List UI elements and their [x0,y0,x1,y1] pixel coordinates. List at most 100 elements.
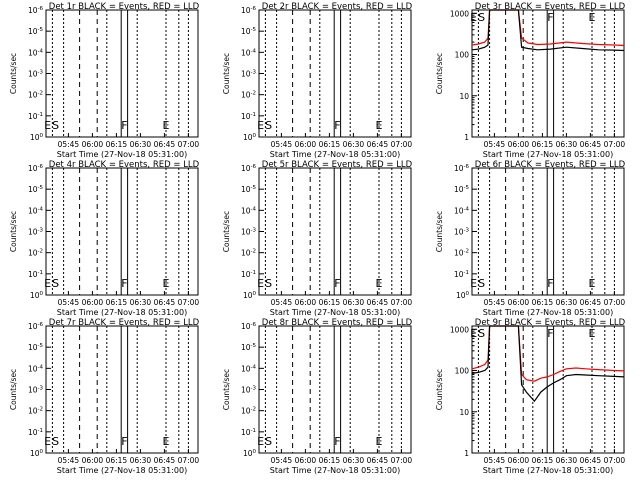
y-tick-label: 10-2 [28,249,43,258]
x-tick-label: 06:30 [130,456,152,465]
y-axis-label: Counts/sec [435,53,444,94]
x-tick-label: 06:15 [532,298,554,307]
x-tick-label: 06:30 [343,456,365,465]
x-tick-label: 05:45 [484,140,506,149]
y-tick-label: 10-3 [241,70,257,79]
event-marker-E: E [163,277,170,290]
x-tick-label: 06:00 [82,298,104,307]
y-tick-label: 10-4 [28,48,44,57]
events-series-line [471,9,625,52]
x-axis-label: Start Time (27-Nov-18 05:31:00) [483,466,613,475]
y-tick-label: 10-3 [28,70,44,79]
panel-title: Det 5r BLACK = Events, RED = LLD [262,160,413,170]
event-marker-F: F [547,277,553,290]
y-tick-label: 10-4 [241,48,257,57]
x-tick-label: 06:00 [508,298,530,307]
y-tick-label: 10-6 [241,322,257,331]
x-axis-label: Start Time (27-Nov-18 05:31:00) [270,466,400,475]
event-marker-S: S [478,277,485,290]
event-marker-S: S [478,11,485,24]
y-axis-label: Counts/sec [222,211,231,252]
y-tick-label: 10-5 [28,343,44,352]
x-tick-label: 06:45 [580,298,602,307]
y-axis-label: Counts/sec [9,53,18,94]
y-tick-label: 100 [243,291,257,300]
event-marker-E: E [376,277,383,290]
y-tick-label: 10-3 [241,228,257,237]
y-tick-label: 10-5 [28,185,44,194]
event-marker-F: F [547,11,553,24]
x-tick-label: 05:45 [271,140,293,149]
y-axis-label: Counts/sec [222,53,231,94]
y-tick-label: 100 [455,51,470,60]
y-tick-label: 10-2 [28,91,43,100]
x-tick-label: 06:30 [556,456,578,465]
plot-frame [45,9,199,138]
panel-title: Det 2r BLACK = Events, RED = LLD [262,2,413,12]
detector-panel-8: Det 8r BLACK = Events, RED = LLD 100 10-1 1… [222,318,413,475]
event-marker-E: E [257,119,264,132]
panel-title: Det 4r BLACK = Events, RED = LLD [49,160,200,170]
event-marker-E: E [257,277,264,290]
y-tick-label: 10-4 [28,364,44,373]
y-axis-label: Counts/sec [9,211,18,252]
event-marker-F: F [121,119,127,132]
x-tick-label: 06:30 [130,298,152,307]
event-marker-E: E [257,435,264,448]
x-tick-label: 06:30 [343,298,365,307]
y-tick-label: 10-1 [28,112,43,121]
event-marker-E: E [589,11,596,24]
x-tick-label: 06:45 [580,140,602,149]
y-axis-label: Counts/sec [9,369,18,410]
y-tick-label: 100 [30,291,44,300]
x-tick-label: 06:15 [106,298,128,307]
event-marker-E: E [163,435,170,448]
x-tick-label: 05:45 [484,298,506,307]
x-tick-label: 06:30 [343,140,365,149]
x-axis-label: Start Time (27-Nov-18 05:31:00) [57,150,187,159]
x-axis-label: Start Time (27-Nov-18 05:31:00) [57,308,187,317]
x-tick-label: 05:45 [58,456,80,465]
x-tick-label: 06:30 [556,140,578,149]
x-tick-label: 07:00 [391,140,413,149]
y-tick-label: 10-5 [241,27,257,36]
x-tick-label: 06:30 [556,298,578,307]
y-tick-label: 10-6 [28,322,44,331]
x-tick-label: 06:15 [532,456,554,465]
plot-frame [471,167,625,296]
y-tick-label: 10-5 [241,343,257,352]
x-tick-label: 06:30 [130,140,152,149]
y-tick-label: 10-1 [241,112,256,121]
panel-title: Det 7r BLACK = Events, RED = LLD [49,318,200,328]
x-tick-label: 06:45 [154,298,176,307]
x-tick-label: 06:15 [106,140,128,149]
y-tick-label: 10-4 [454,206,470,215]
y-tick-label: 1000 [450,325,469,334]
plot-frame [45,167,199,296]
detector-panel-6: Det 6r BLACK = Events, RED = LLD 100 10-1 1… [435,160,626,317]
y-tick-label: 10-6 [454,164,470,173]
plot-frame [258,167,412,296]
y-tick-label: 10-1 [454,270,469,279]
x-tick-label: 06:45 [367,140,389,149]
y-tick-label: 10-3 [241,386,257,395]
detector-panel-4: Det 4r BLACK = Events, RED = LLD 100 10-1 1… [9,160,200,317]
detector-panel-2: Det 2r BLACK = Events, RED = LLD 100 10-1 1… [222,2,413,159]
y-tick-label: 10-5 [454,185,470,194]
y-tick-label: 10-1 [28,428,43,437]
x-tick-label: 06:15 [532,140,554,149]
x-tick-label: 06:15 [106,456,128,465]
y-tick-label: 10-1 [241,270,256,279]
event-marker-S: S [52,435,59,448]
x-tick-label: 06:45 [367,298,389,307]
event-marker-S: S [265,119,272,132]
event-marker-E: E [376,435,383,448]
event-marker-E: E [163,119,170,132]
event-marker-F: F [334,119,340,132]
x-tick-label: 06:45 [154,140,176,149]
plot-frame [471,9,625,138]
x-axis-label: Start Time (27-Nov-18 05:31:00) [270,150,400,159]
event-marker-E: E [470,277,477,290]
y-tick-label: 1 [464,449,469,458]
